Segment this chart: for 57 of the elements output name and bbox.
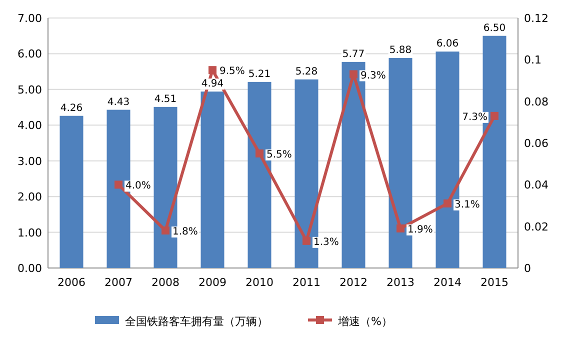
y2-tick-label: 0.12: [524, 12, 548, 25]
point: [302, 236, 310, 245]
point: [350, 70, 358, 78]
y-tick-label: 4.00: [18, 119, 42, 132]
data-label: 6.06: [436, 38, 459, 50]
data-label: 5.28: [295, 66, 318, 78]
point: [396, 224, 404, 232]
y-tick-label: 5.00: [18, 83, 42, 96]
y2-tick-label: 0.04: [524, 178, 548, 192]
x-tick-label: 2009: [198, 276, 226, 289]
point: [444, 199, 452, 208]
data-label: 7.3%: [462, 112, 488, 123]
x-tick-label: 2013: [386, 276, 414, 289]
data-label: 9.5%: [220, 66, 245, 78]
y-tick-label: 0.00: [18, 262, 42, 275]
x-tick-label: 2011: [292, 276, 320, 289]
data-label: 6.50: [483, 22, 506, 34]
x-tick-label: 2008: [152, 276, 180, 289]
data-label: 1.3%: [314, 236, 339, 248]
x-tick-label: 2015: [480, 276, 508, 289]
data-label: 5.88: [389, 45, 412, 56]
x-tick-label: 2014: [434, 276, 462, 289]
point: [208, 66, 216, 74]
data-label: 5.21: [248, 68, 271, 80]
data-label: 1.9%: [408, 224, 433, 236]
data-label: 5.5%: [266, 149, 292, 160]
y-tick-label: 7.00: [18, 12, 42, 25]
data-label: 4.43: [107, 96, 130, 108]
data-label: 5.77: [342, 48, 365, 60]
data-label: 4.26: [60, 102, 83, 114]
data-label: 1.8%: [172, 226, 198, 238]
y2-tick-label: 0.06: [524, 137, 548, 150]
point: [114, 180, 122, 189]
y-tick-label: 2.00: [18, 190, 42, 204]
point: [162, 226, 170, 234]
point: [256, 149, 264, 158]
y2-tick-label: 0.02: [524, 220, 548, 234]
data-label: 4.51: [154, 94, 177, 105]
bar: [200, 92, 224, 268]
data-label: 3.1%: [454, 199, 480, 210]
data-label: 9.3%: [360, 70, 386, 82]
y2-tick-label: 0.1: [524, 54, 542, 67]
y-tick-label: 6.00: [18, 48, 42, 61]
y-tick-label: 1.00: [18, 226, 42, 240]
x-tick-label: 2010: [246, 276, 274, 289]
bar: [60, 116, 84, 268]
legend-label: 增速（%）: [337, 315, 392, 328]
y-tick-label: 3.00: [18, 154, 42, 168]
data-label: 4.94: [201, 78, 224, 90]
x-tick-label: 2012: [340, 276, 368, 289]
x-tick-label: 2006: [58, 276, 86, 289]
data-label: 4.0%: [126, 180, 151, 192]
y2-tick-label: 0.08: [524, 95, 548, 108]
y2-tick-label: 0: [524, 262, 531, 275]
x-tick-label: 2007: [104, 276, 132, 289]
legend-label: 全国铁路客车拥有量（万辆）: [125, 315, 268, 328]
point: [490, 112, 498, 120]
